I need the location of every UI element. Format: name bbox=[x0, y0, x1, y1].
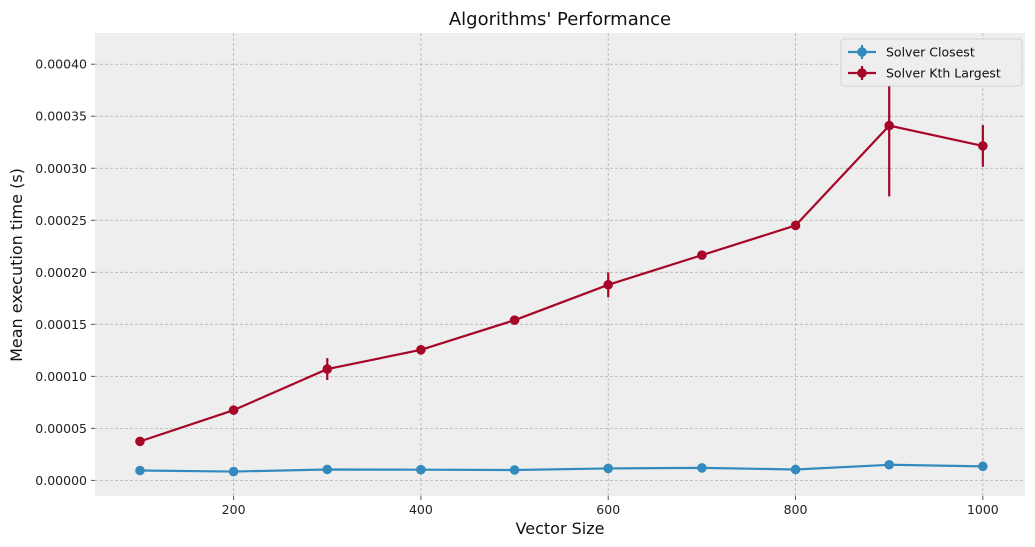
x-tick-label: 400 bbox=[409, 502, 433, 517]
data-point bbox=[228, 405, 239, 415]
plot-background bbox=[95, 33, 1025, 496]
y-tick-label: 0.00020 bbox=[35, 265, 87, 280]
x-tick-label: 1000 bbox=[967, 502, 999, 517]
series-group bbox=[135, 54, 988, 447]
data-point bbox=[135, 465, 145, 476]
y-tick-label: 0.00010 bbox=[35, 369, 87, 384]
y-axis-label: Mean execution time (s) bbox=[7, 168, 26, 362]
y-tick-label: 0.00025 bbox=[35, 213, 87, 228]
series-line bbox=[139, 124, 984, 443]
data-point bbox=[697, 463, 707, 473]
x-axis-ticks: 200 400 600 800 1000 bbox=[222, 496, 999, 517]
data-point bbox=[884, 120, 894, 131]
legend-box bbox=[840, 38, 1023, 87]
data-point bbox=[884, 459, 894, 470]
data-point bbox=[603, 279, 614, 290]
data-point bbox=[978, 141, 988, 151]
series-line bbox=[139, 463, 983, 473]
data-point bbox=[697, 250, 707, 260]
x-axis-label: Vector Size bbox=[516, 519, 605, 538]
legend: Solver Closest Solver Kth Largest bbox=[840, 38, 1023, 87]
y-tick-label: 0.00015 bbox=[35, 317, 87, 332]
series-layer bbox=[135, 54, 988, 477]
data-point bbox=[978, 461, 988, 472]
legend-label: Solver Kth Largest bbox=[886, 66, 1001, 81]
data-point bbox=[790, 220, 801, 231]
x-tick-label: 800 bbox=[784, 502, 808, 517]
y-tick-label: 0.00005 bbox=[35, 421, 87, 436]
data-point bbox=[790, 464, 801, 475]
data-point bbox=[322, 364, 333, 374]
legend-marker bbox=[857, 47, 867, 57]
data-point bbox=[509, 315, 520, 325]
legend-marker bbox=[857, 68, 867, 78]
y-tick-label: 0.00030 bbox=[35, 161, 87, 176]
y-tick-label: 0.00035 bbox=[35, 109, 87, 124]
x-tick-label: 600 bbox=[596, 502, 620, 517]
data-point bbox=[416, 345, 426, 355]
data-point bbox=[228, 466, 239, 477]
data-point bbox=[322, 464, 333, 475]
data-point bbox=[416, 464, 426, 475]
y-tick-label: 0.00040 bbox=[35, 57, 87, 72]
y-axis-ticks: 0.00000 0.00005 0.00010 0.00015 0.00020 0.000… bbox=[35, 57, 95, 488]
data-point bbox=[603, 463, 614, 474]
chart-title: Algorithms' Performance bbox=[449, 9, 671, 30]
y-tick-label: 0.00000 bbox=[35, 473, 87, 488]
data-point bbox=[135, 436, 145, 447]
data-point bbox=[509, 465, 520, 475]
series-group bbox=[135, 459, 988, 477]
legend-label: Solver Closest bbox=[886, 45, 975, 60]
x-tick-label: 200 bbox=[222, 502, 246, 517]
